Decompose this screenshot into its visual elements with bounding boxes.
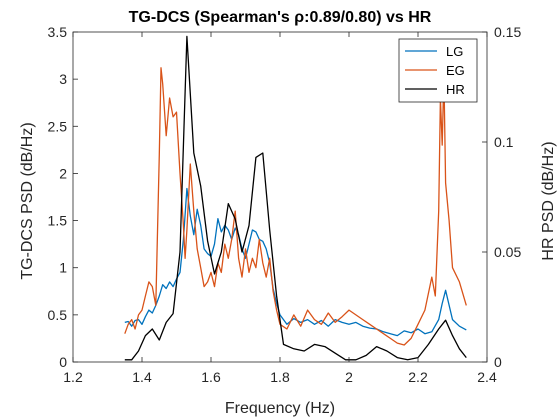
y-tick-label-left: 0 — [59, 354, 67, 370]
legend-label-lg: LG — [446, 44, 463, 59]
y-tick-label-left: 1 — [59, 260, 67, 276]
x-axis-title: Frequency (Hz) — [225, 400, 335, 417]
legend: LG EG HR — [398, 38, 478, 103]
y-tick-label-left: 2 — [59, 165, 67, 181]
x-tick-label: 2 — [345, 369, 353, 385]
y-axis-title-left: TG-DCS PSD (dB/Hz) — [19, 122, 36, 279]
x-tick-label: 1.4 — [132, 369, 152, 385]
legend-label-hr: HR — [446, 82, 465, 97]
legend-label-eg: EG — [446, 63, 465, 78]
series-line-hr — [124, 35, 467, 361]
x-tick-label: 1.8 — [270, 369, 290, 385]
y-tick-label-left: 1.5 — [48, 213, 68, 229]
y-tick-label-right: 0.15 — [494, 24, 521, 40]
x-tick-label: 2.2 — [408, 369, 428, 385]
y-tick-label-right: 0.05 — [494, 244, 521, 260]
y-tick-label-left: 0.5 — [48, 307, 68, 323]
x-tick-label: 1.6 — [201, 369, 221, 385]
x-tick-label: 1.2 — [63, 369, 83, 385]
series-line-eg — [124, 67, 467, 346]
series-layer — [124, 35, 467, 361]
y-axis-title-right: HR PSD (dB/Hz) — [540, 141, 557, 260]
x-tick-label: 2.4 — [477, 369, 497, 385]
y-tick-label-right: 0.1 — [494, 134, 514, 150]
y-tick-label-left: 3.5 — [48, 24, 68, 40]
y-tick-label-left: 2.5 — [48, 118, 68, 134]
y-tick-label-right: 0 — [494, 354, 502, 370]
series-line-lg — [124, 187, 467, 337]
chart-title: TG-DCS (Spearman's ρ:0.89/0.80) vs HR — [129, 9, 432, 26]
axes-layer: 1.2 1.4 1.6 1.8 2 2.2 2.400.511.522.533.500.05… — [48, 24, 522, 385]
y-tick-label-left: 3 — [59, 71, 67, 87]
